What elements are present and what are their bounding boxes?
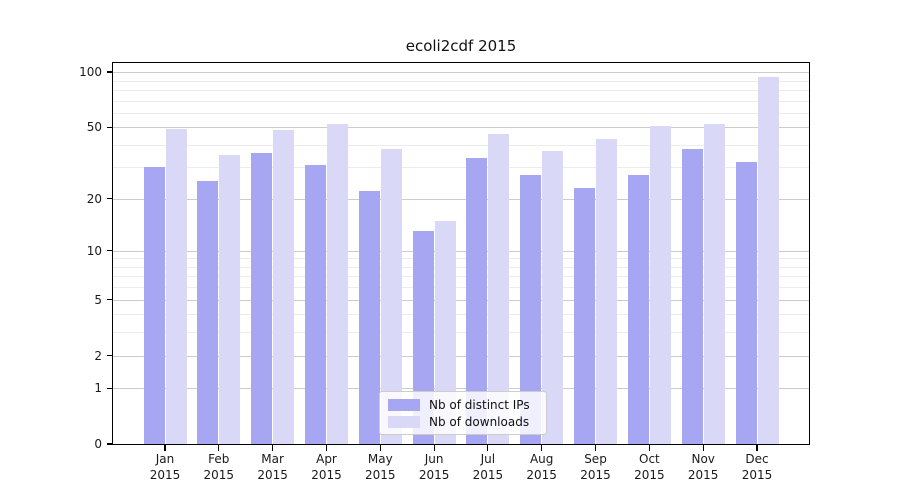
y-tick-label: 50 — [86, 120, 102, 135]
y-tick-mark — [107, 198, 113, 200]
gridline-minor — [113, 80, 809, 82]
gridline-minor — [113, 89, 809, 91]
x-tick-mark — [325, 445, 328, 451]
bar-distinct-ips-may — [358, 191, 380, 444]
y-tick-mark — [107, 126, 113, 128]
gridline-minor — [113, 314, 809, 316]
gridline-major — [113, 250, 809, 252]
bar-distinct-ips-aug — [520, 175, 542, 444]
x-tick-label-jul: Jul 2015 — [472, 452, 504, 482]
x-tick-label-dec: Dec 2015 — [741, 452, 773, 482]
bar-distinct-ips-jun — [412, 231, 434, 444]
x-tick-label-sep: Sep 2015 — [580, 452, 611, 482]
bar-distinct-ips-dec — [735, 162, 757, 444]
gridline-major — [113, 388, 809, 390]
bar-distinct-ips-apr — [305, 164, 326, 444]
x-tick-mark — [433, 445, 435, 451]
x-tick-mark — [541, 445, 543, 451]
bar-downloads-aug — [542, 150, 564, 444]
bar-downloads-jul — [488, 133, 510, 444]
gridline-minor — [113, 266, 809, 268]
x-tick-mark — [487, 445, 489, 451]
bar-downloads-mar — [273, 130, 295, 444]
bar-downloads-oct — [649, 125, 671, 444]
y-tick-mark — [107, 443, 113, 445]
legend-label-distinct-ips: Nb of distinct IPs — [429, 397, 530, 412]
gridline-minor — [113, 112, 809, 114]
legend: Nb of distinct IPs Nb of downloads — [379, 391, 547, 435]
x-tick-mark — [218, 445, 220, 451]
x-tick-label-nov: Nov 2015 — [687, 452, 719, 482]
legend-swatch-downloads — [388, 415, 420, 428]
y-tick-label: 2 — [94, 348, 102, 363]
y-tick-label: 0 — [94, 437, 102, 451]
chart-title: ecoli2cdf 2015 — [405, 37, 517, 55]
x-tick-label-aug: Aug 2015 — [526, 452, 557, 482]
y-tick-label: 100 — [79, 65, 102, 79]
x-tick-label-jan: Jan 2015 — [149, 452, 181, 482]
y-tick-mark — [107, 354, 113, 357]
legend-swatch-distinct-ips — [388, 398, 420, 411]
gridline-minor — [113, 258, 809, 260]
y-tick-label: 20 — [86, 191, 102, 206]
gridline-minor — [113, 100, 809, 102]
bar-distinct-ips-oct — [627, 175, 649, 444]
bar-downloads-sep — [596, 139, 617, 444]
legend-item-distinct-ips: Nb of distinct IPs — [388, 398, 546, 412]
y-tick-label: 10 — [86, 243, 102, 258]
gridline-minor — [113, 167, 809, 169]
legend-item-downloads: Nb of downloads — [388, 415, 546, 429]
x-tick-mark — [594, 445, 597, 451]
y-tick-mark — [107, 299, 113, 301]
bar-downloads-jan — [165, 128, 187, 444]
bar-downloads-feb — [219, 155, 241, 444]
bar-downloads-may — [380, 148, 402, 444]
x-tick-mark — [272, 445, 274, 451]
x-tick-mark — [164, 445, 166, 451]
y-tick-mark — [107, 387, 113, 389]
x-tick-mark — [379, 445, 381, 451]
x-tick-mark — [648, 445, 650, 451]
x-tick-label-mar: Mar 2015 — [257, 452, 288, 482]
bar-downloads-dec — [757, 77, 779, 444]
bar-distinct-ips-nov — [681, 148, 703, 444]
gridline-major — [113, 127, 809, 129]
gridline-major — [113, 72, 809, 73]
gridline-major — [113, 355, 809, 357]
bar-downloads-jun — [434, 220, 456, 444]
y-tick-label: 5 — [94, 292, 102, 307]
x-tick-mark — [702, 445, 704, 451]
gridline-minor — [113, 276, 809, 278]
gridline-minor — [113, 144, 809, 146]
bar-downloads-nov — [703, 124, 725, 444]
x-tick-mark — [756, 445, 758, 451]
x-tick-label-may: May 2015 — [365, 452, 396, 482]
y-tick-mark — [107, 71, 113, 73]
bar-distinct-ips-jan — [143, 167, 165, 444]
y-tick-mark — [107, 250, 113, 252]
y-tick-label: 1 — [94, 381, 102, 396]
bar-distinct-ips-mar — [251, 153, 273, 444]
x-tick-label-oct: Oct 2015 — [634, 452, 665, 482]
x-tick-label-feb: Feb 2015 — [203, 452, 235, 482]
gridline-minor — [113, 287, 809, 289]
bar-downloads-apr — [327, 124, 348, 444]
bar-distinct-ips-jul — [466, 157, 488, 444]
bar-distinct-ips-feb — [197, 181, 219, 444]
x-tick-label-apr: Apr 2015 — [311, 452, 342, 482]
bar-distinct-ips-sep — [574, 187, 595, 444]
legend-label-downloads: Nb of downloads — [429, 414, 530, 429]
gridline-major — [113, 198, 809, 200]
x-tick-label-jun: Jun 2015 — [418, 452, 450, 482]
gridline-major — [113, 299, 809, 301]
gridline-minor — [113, 332, 809, 334]
